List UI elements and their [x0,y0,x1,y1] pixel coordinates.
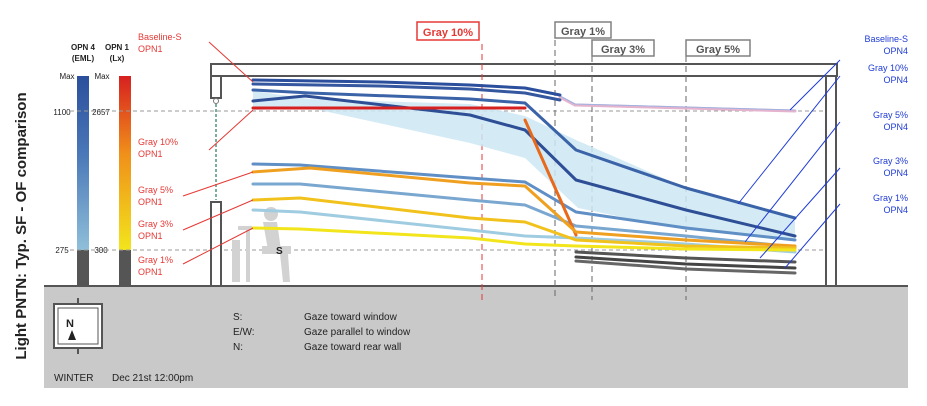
callout-gray3-opn4-line2: OPN4 [883,168,908,178]
season-label: WINTER [54,373,93,384]
callout-gray3-opn1-line2: OPN1 [138,231,163,241]
partition-label-gray10-text: Gray 10% [423,27,473,39]
ceiling-slab [210,63,838,77]
opn1-max-label: Max [94,72,109,81]
callout-gray10-opn1-line2: OPN1 [138,149,163,159]
leader-gray5-opn1 [182,171,254,197]
legend-text-ew: Gaze parallel to window [304,327,411,338]
left-callouts [182,41,254,265]
partition-label-gray10: Gray 10% [416,21,480,41]
datetime-label: Dec 21st 12:00pm [112,373,193,384]
curve-opn4-mid-1 [251,162,797,242]
callout-gray1-opn4-line1: Gray 1% [873,193,908,203]
opn4-curves [251,78,797,254]
gaze-legend: S: Gaze toward window E/W: Gaze parallel… [233,312,411,353]
callout-gray5-opn4-line1: Gray 5% [873,110,908,120]
curve-baseline-opn4-blue [559,95,796,111]
legend-text-s: Gaze toward window [304,312,398,323]
callout-gray3-opn4-line1: Gray 3% [873,156,908,166]
callout-gray3-opn1-line1: Gray 3% [138,219,173,229]
legend-key-n: N: [233,342,243,353]
room-section [210,63,838,287]
partition-label-gray1-text: Gray 1% [561,26,605,38]
opn4-color-bar [77,76,89,250]
opn4-header-2: (EML) [72,54,95,63]
curve-gray10-opn1 [523,118,578,237]
curve-opn4-mid-2 [251,182,797,249]
opn4-header-1: OPN 4 [71,43,96,52]
window-hinge [213,98,219,104]
opn1-color-bar [119,76,131,250]
callout-gray1-opn1-line2: OPN1 [138,267,163,277]
legend-key-ew: E/W: [233,327,254,338]
curve-opn4-light [251,208,797,254]
partition-label-gray3-text: Gray 3% [601,44,645,56]
north-arrow-icon [68,330,76,340]
opn4-max-label: Max [59,72,74,81]
right-callouts [737,59,841,269]
leader-gray5-opn4 [744,121,841,243]
callout-gray5-opn1-line2: OPN1 [138,197,163,207]
callout-baseline-opn1-line2: OPN1 [138,44,163,54]
opn1-gray-segment [119,250,131,286]
gray-curves [574,250,797,275]
curve-opn4-dark-3 [251,88,797,220]
opn1-header-2: (Lx) [110,54,125,63]
callout-gray10-opn4-line2: OPN4 [883,75,908,85]
curve-gray3-opn1 [251,196,797,250]
callout-gray1-opn4-line2: OPN4 [883,205,908,215]
curve-opn4-dark-2 [251,82,562,102]
leader-gray3-opn4 [759,167,841,259]
opn4-low-label: 275 [55,246,69,255]
left-wall-top [210,75,222,99]
opn4-scale: OPN 4 (EML) Max 1100 275 [53,43,96,286]
curve-gray-3 [574,259,797,275]
callout-baseline-opn4-line2: OPN4 [883,46,908,56]
curve-gray1-opn1 [251,226,797,252]
opn1-header-1: OPN 1 [105,43,130,52]
leader-gray1-opn4 [784,203,841,269]
leader-gray3-opn1 [182,199,254,231]
right-wall [825,75,837,287]
partition-label-gray1: Gray 1% [554,21,612,39]
partition-label-gray5-text: Gray 5% [696,44,740,56]
leader-gray1-opn1 [182,227,254,265]
curve-baseline-opn4 [558,95,797,113]
legend-text-n: Gaze toward rear wall [304,342,401,353]
side-title: Light PNTN: Typ. SF - OF comparison [13,92,30,359]
opn1-scale: OPN 1 (Lx) Max 2657 300 [92,43,131,286]
legend-key-s: S: [233,312,242,323]
opn4-gray-segment [77,250,89,286]
curve-opn4-dark-4 [251,94,797,238]
callout-baseline-opn4-line1: Baseline-S [864,34,908,44]
curve-gray-1 [574,250,797,264]
ground-band [44,286,908,388]
seated-person-icon [232,207,291,282]
curve-gray5-opn1 [251,166,797,248]
callout-baseline-opn1-line1: Baseline-S [138,32,182,42]
leader-gray10-opn1 [208,109,254,151]
callout-gray10-opn4-line1: Gray 10% [868,63,908,73]
opn1-curves [251,106,797,252]
partition-label-gray3: Gray 3% [591,39,655,57]
callout-gray1-opn1-line1: Gray 1% [138,255,173,265]
opn1-mid-label: 2657 [92,108,110,117]
partition-label-gray5: Gray 5% [685,39,751,57]
leader-baseline-opn1 [208,41,254,83]
compass-plan-icon [53,298,103,354]
compass-label: N [66,318,74,330]
callout-gray5-opn1-line1: Gray 5% [138,185,173,195]
curve-gray-2 [574,255,797,270]
callout-gray10-opn1-line1: Gray 10% [138,137,178,147]
curve-opn4-dark-1 [251,78,562,97]
opn4-mid-label: 1100 [53,108,71,117]
leader-gray10-opn4 [737,75,841,205]
callout-gray5-opn4-line2: OPN4 [883,122,908,132]
leader-baseline-opn4 [789,59,841,111]
seat-label: S [276,246,283,257]
